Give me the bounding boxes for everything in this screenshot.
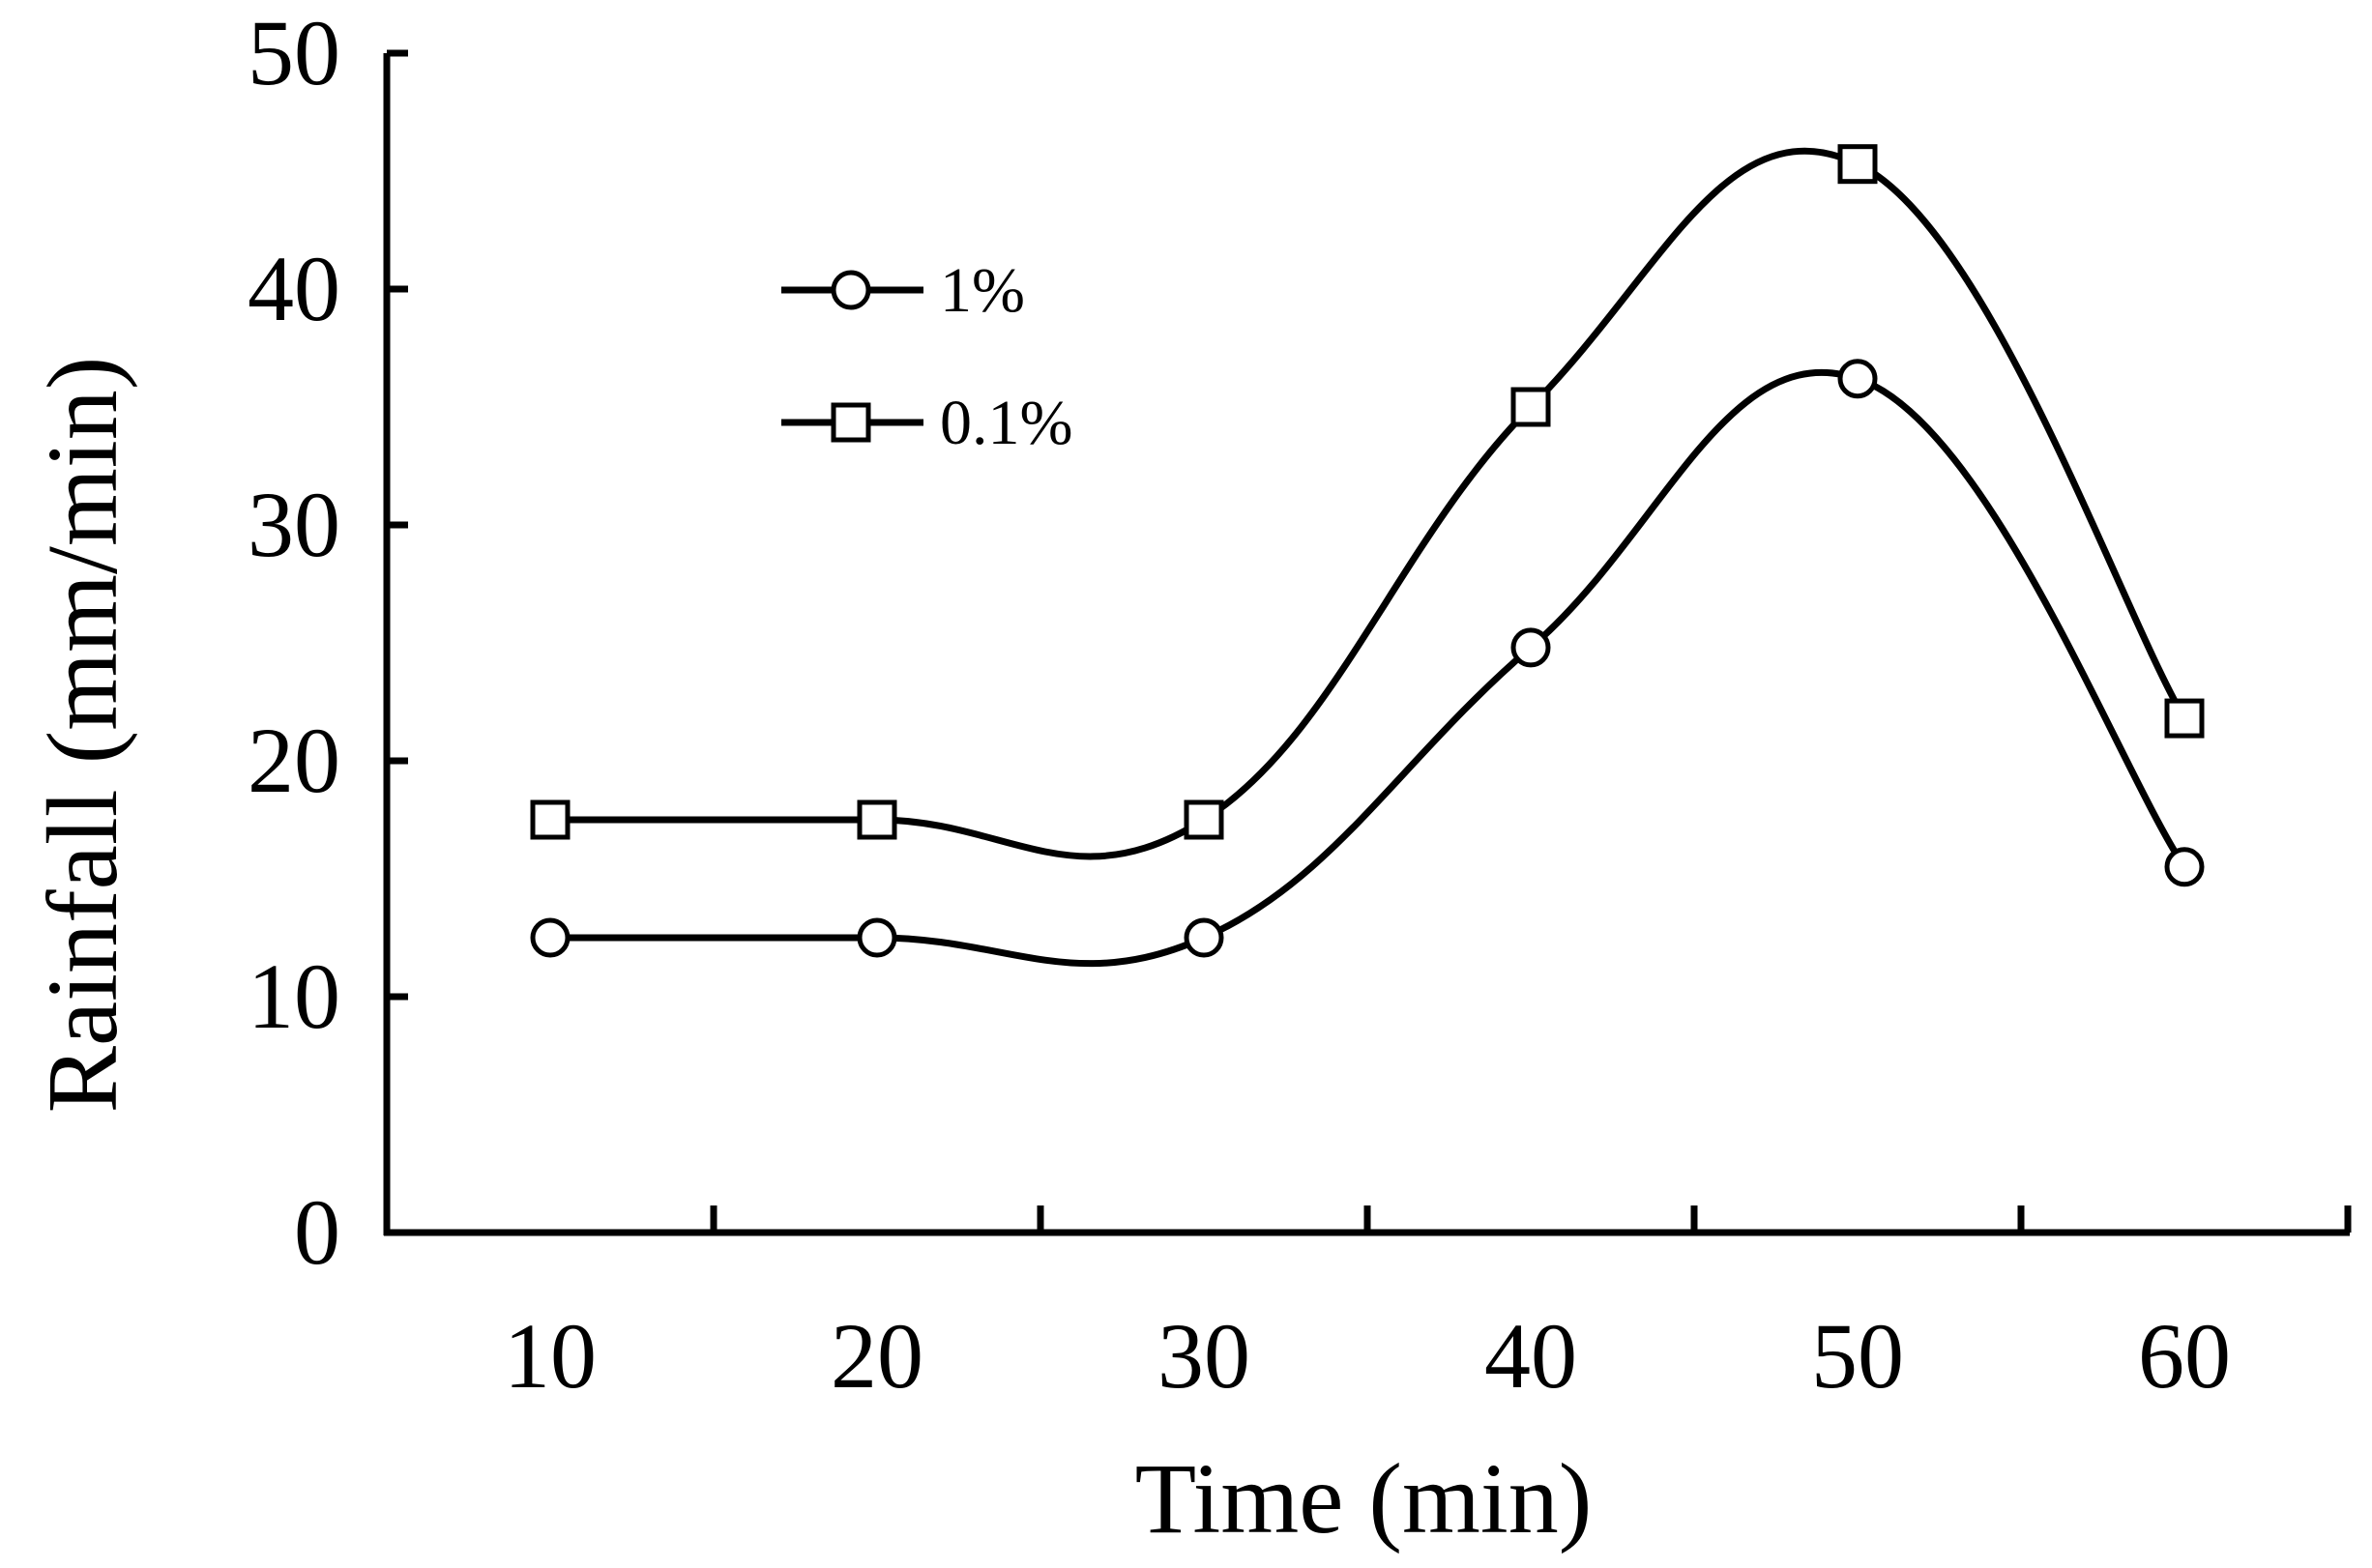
data-point bbox=[857, 799, 897, 840]
y-tick-label: 30 bbox=[248, 473, 340, 576]
y-tick-label: 0 bbox=[294, 1180, 340, 1284]
data-point bbox=[530, 917, 571, 958]
tick-labels: 0 10 20 30 40 50 10 20 30 40 50 60 bbox=[248, 1, 2231, 1408]
y-tick-label: 50 bbox=[248, 1, 340, 104]
legend-item: 1% bbox=[781, 255, 1025, 326]
data-point bbox=[857, 917, 897, 958]
y-tick-label: 20 bbox=[248, 709, 340, 812]
series-line bbox=[550, 147, 2188, 860]
y-axis-title: Rainfall (mm/min) bbox=[27, 357, 138, 1114]
series-group bbox=[530, 144, 2205, 968]
legend-label: 1% bbox=[940, 255, 1025, 326]
data-point bbox=[530, 799, 571, 840]
y-tick-label: 10 bbox=[248, 944, 340, 1048]
x-tick-label: 10 bbox=[504, 1304, 597, 1408]
data-point bbox=[1184, 799, 1224, 840]
data-point bbox=[1837, 359, 1878, 399]
data-point bbox=[2164, 698, 2205, 739]
data-point bbox=[1510, 627, 1551, 668]
data-point bbox=[1837, 144, 1878, 185]
legend-item: 0.1% bbox=[781, 388, 1072, 458]
data-point bbox=[1184, 917, 1224, 958]
legend-label: 0.1% bbox=[940, 388, 1072, 458]
x-tick-label: 50 bbox=[1811, 1304, 1904, 1408]
y-tick-label: 40 bbox=[248, 237, 340, 340]
data-point bbox=[2164, 847, 2205, 887]
series-0-1pct bbox=[530, 144, 2205, 860]
x-tick-label: 20 bbox=[831, 1304, 923, 1408]
axes bbox=[383, 49, 2352, 1236]
data-point bbox=[1510, 387, 1551, 427]
x-tick-label: 30 bbox=[1157, 1304, 1250, 1408]
legend-marker-circle bbox=[831, 270, 871, 310]
legend-marker-square bbox=[831, 402, 871, 443]
x-tick-label: 40 bbox=[1484, 1304, 1577, 1408]
x-tick-label: 60 bbox=[2138, 1304, 2231, 1408]
x-axis-title: Time (min) bbox=[1135, 1443, 1593, 1554]
series-1pct bbox=[530, 359, 2205, 968]
legend: 1% 0.1% bbox=[781, 255, 1072, 458]
series-line bbox=[550, 368, 2187, 968]
